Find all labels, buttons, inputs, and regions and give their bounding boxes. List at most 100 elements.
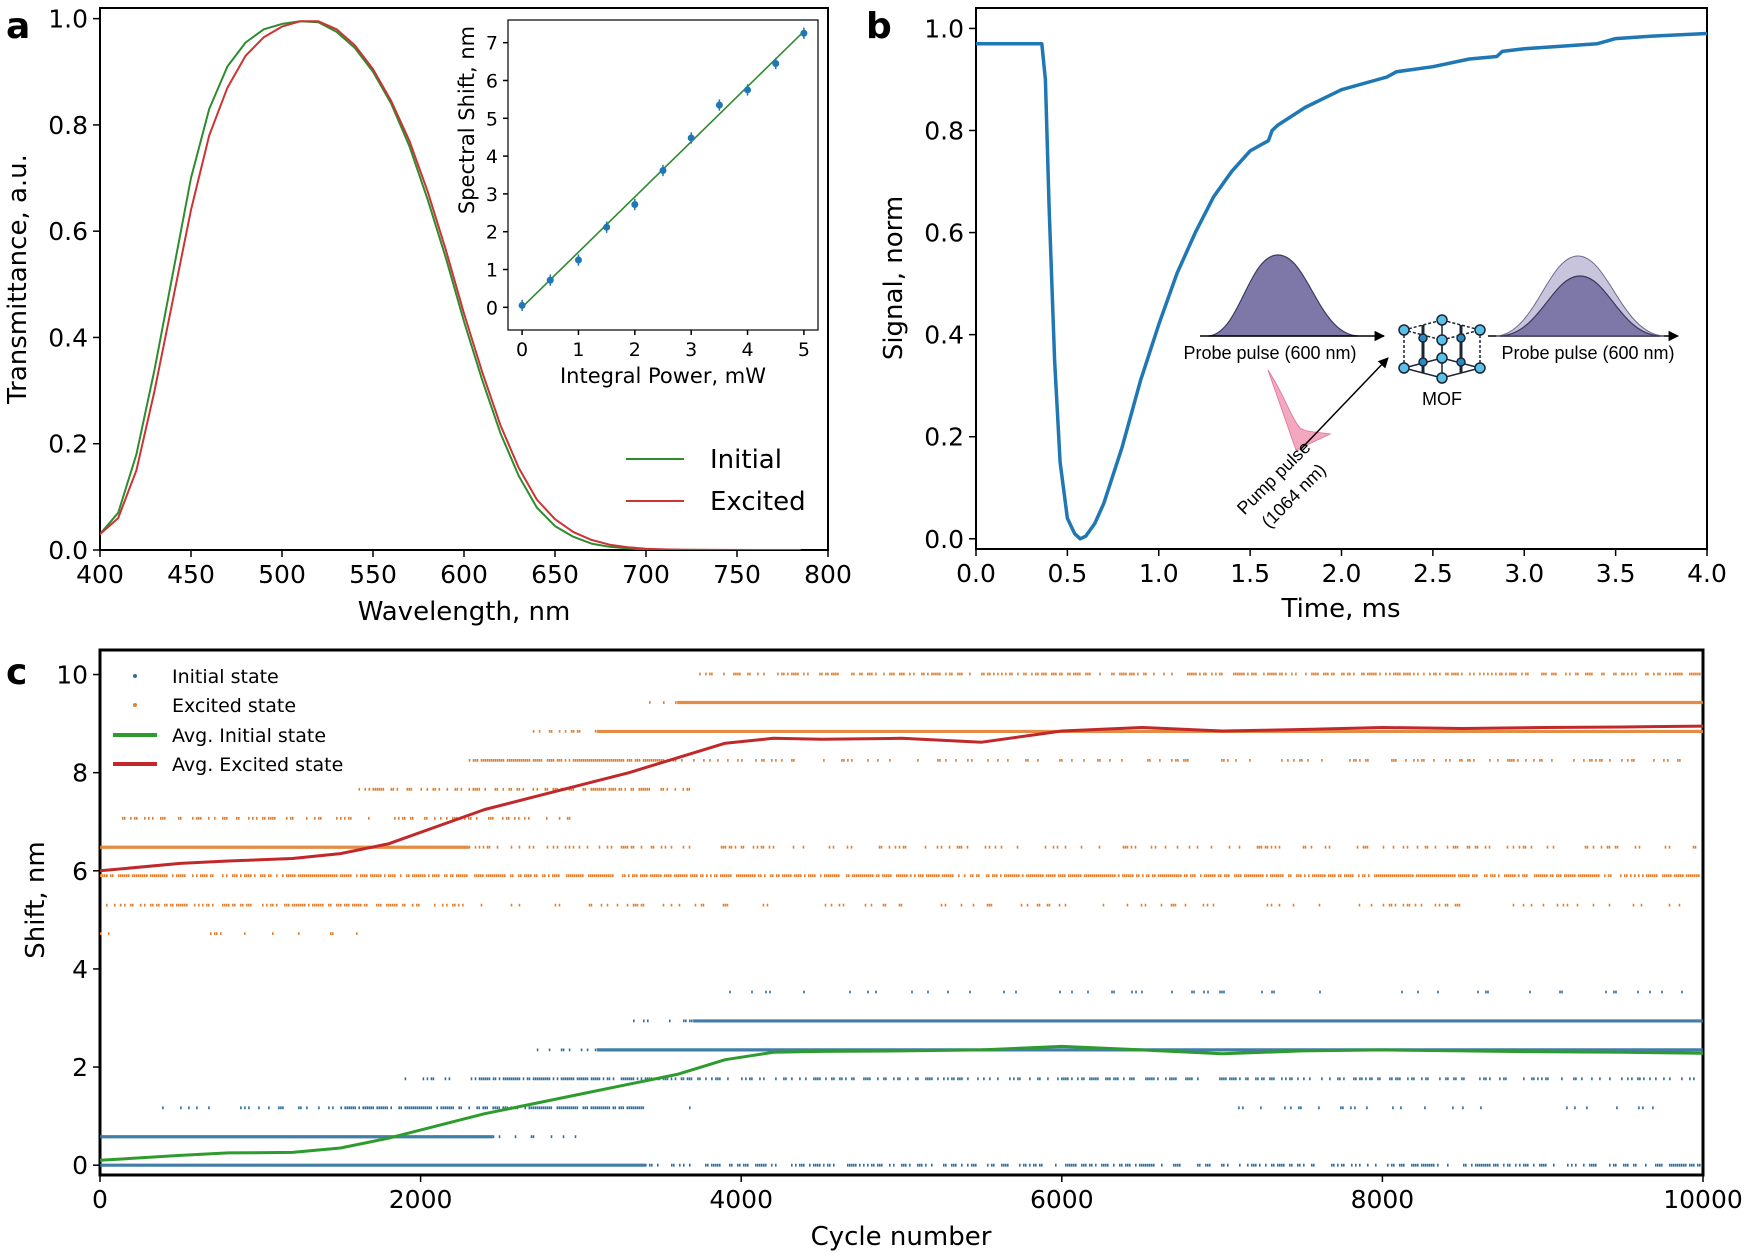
panel-a-label: a <box>6 6 30 47</box>
x-tick-label: 0 <box>516 339 528 361</box>
x-tick-label: 1 <box>572 339 584 361</box>
x-tick-label: 1.0 <box>1139 559 1179 588</box>
x-tick-label: 4000 <box>709 1185 773 1214</box>
panel-c-label: c <box>6 652 27 693</box>
x-tick-label: 0.0 <box>956 559 996 588</box>
panel-c: c 0 2000 4000 6000 8000 10000 0 2 4 6 8 10 Cycle nu… <box>6 648 1743 1252</box>
legend-label-initial: Initial <box>710 445 782 475</box>
panel-b-series <box>976 31 1707 541</box>
series-line-excited <box>100 20 801 550</box>
inset-data-point <box>687 134 695 142</box>
y-tick-label: 0.4 <box>48 323 88 352</box>
inset-x-axis-label: Integral Power, mW <box>560 364 766 388</box>
x-tick-label: 1.5 <box>1230 559 1270 588</box>
inset-data-point <box>603 223 611 231</box>
probe-pulse-in-label: Probe pulse (600 nm) <box>1183 343 1356 363</box>
y-tick-label: 6 <box>72 857 88 886</box>
excited-state-points <box>699 672 1701 676</box>
x-tick-label: 4 <box>741 339 753 361</box>
initial-state-points <box>536 1048 597 1052</box>
initial-state-points <box>470 1077 693 1081</box>
panel-a-legend: Initial Excited <box>626 445 806 517</box>
y-tick-label: 0.6 <box>924 219 964 248</box>
legend-label-avg-initial: Avg. Initial state <box>172 725 326 747</box>
x-tick-label: 3.0 <box>1504 559 1544 588</box>
pump-pulse-shape <box>1267 369 1332 451</box>
panel-a-y-axis-label: Transmittance, a.u. <box>3 154 33 405</box>
inset-ticks: 0 1 2 3 4 5 0 1 2 3 4 5 6 7 <box>486 33 810 361</box>
panel-b: b 0.0 0.5 1.0 1.5 2.0 2.5 3.0 3.5 4.00.00.20.40.… <box>866 6 1727 624</box>
x-tick-label: 2.0 <box>1322 559 1362 588</box>
probe-pulse-in-shape <box>1207 254 1359 337</box>
y-tick-label: 2 <box>486 222 498 244</box>
inset-data-point <box>631 200 639 208</box>
legend-marker-initial-state <box>133 674 137 678</box>
legend-label-excited-state: Excited state <box>172 695 296 717</box>
initial-state-points <box>162 1106 334 1110</box>
x-tick-label: 550 <box>349 560 397 589</box>
excited-state-points <box>468 759 677 762</box>
excited-state-points <box>358 787 691 791</box>
y-tick-label: 0.6 <box>48 217 88 246</box>
panel-b-ticks: 0.0 0.5 1.0 1.5 2.0 2.5 3.0 3.5 4.0 0.0 0.2 0.4 0.6 0… <box>924 14 1727 588</box>
y-tick-label: 8 <box>72 759 88 788</box>
x-tick-label: 2000 <box>389 1185 453 1214</box>
x-tick-label: 750 <box>713 560 761 589</box>
legend-marker-excited-state <box>133 703 137 707</box>
panel-c-average-lines <box>100 724 1703 1162</box>
probe-pulse-out-label: Probe pulse (600 nm) <box>1501 343 1674 363</box>
excited-state-points <box>558 816 571 820</box>
inset-series <box>518 27 808 312</box>
x-tick-label: 4.0 <box>1687 559 1727 588</box>
y-tick-label: 2 <box>72 1053 88 1082</box>
x-tick-label: 3 <box>685 339 697 361</box>
signal-line <box>976 31 1707 541</box>
panel-b-y-axis-label: Signal, norm <box>879 196 909 360</box>
initial-state-points <box>697 1077 1695 1081</box>
y-tick-label: 0.8 <box>924 116 964 145</box>
excited-state-points <box>532 730 597 733</box>
probe-pulse-out-shape <box>1499 275 1661 337</box>
panel-c-legend: Initial state Excited state Avg. Initial… <box>113 666 343 776</box>
inset-data-point <box>574 256 582 264</box>
excited-state-points <box>122 816 548 820</box>
y-tick-label: 0.8 <box>48 111 88 140</box>
panel-a-x-axis-label: Wavelength, nm <box>358 597 571 627</box>
y-tick-label: 3 <box>486 184 498 206</box>
excited-state-points <box>106 903 464 907</box>
y-tick-label: 0.2 <box>924 423 964 452</box>
inset-data-point <box>800 29 808 37</box>
y-tick-label: 4 <box>72 955 88 984</box>
panel-a-inset: 0 1 2 3 4 5 0 1 2 3 4 5 6 7 Integral Power, mW Spectr… <box>455 19 819 388</box>
x-tick-label: 3.5 <box>1596 559 1636 588</box>
x-tick-label: 8000 <box>1351 1185 1415 1214</box>
x-tick-label: 0.5 <box>1047 559 1087 588</box>
avg-excited-state-line <box>100 724 1703 873</box>
x-tick-label: 650 <box>531 560 579 589</box>
inset-data-point <box>518 301 526 309</box>
inset-y-axis-label: Spectral Shift, nm <box>455 26 479 214</box>
legend-label-excited: Excited <box>710 487 806 517</box>
inset-data-point <box>772 59 780 67</box>
y-tick-label: 1.0 <box>48 5 88 34</box>
inset-data-point <box>715 101 723 109</box>
y-tick-label: 0.0 <box>48 536 88 565</box>
mof-label: MOF <box>1422 389 1462 409</box>
initial-state-points <box>340 1106 645 1110</box>
y-tick-label: 4 <box>486 146 498 168</box>
y-tick-label: 0 <box>486 297 498 319</box>
panel-b-x-axis-label: Time, ms <box>1280 594 1400 624</box>
inset-data-point <box>659 166 667 174</box>
x-tick-label: 6000 <box>1030 1185 1094 1214</box>
x-tick-label: 500 <box>258 560 306 589</box>
panel-a-ticks: 400 450 500 550 600 650 700 750 8000.00.20.40.60… <box>48 5 852 589</box>
panel-a-series <box>100 20 801 550</box>
y-tick-label: 0 <box>72 1151 88 1180</box>
y-tick-label: 0.0 <box>924 525 964 554</box>
x-tick-label: 600 <box>440 560 488 589</box>
x-tick-label: 700 <box>622 560 670 589</box>
y-tick-label: 0.2 <box>48 430 88 459</box>
y-tick-label: 6 <box>486 70 498 92</box>
mof-crystal-icon <box>1398 314 1486 384</box>
